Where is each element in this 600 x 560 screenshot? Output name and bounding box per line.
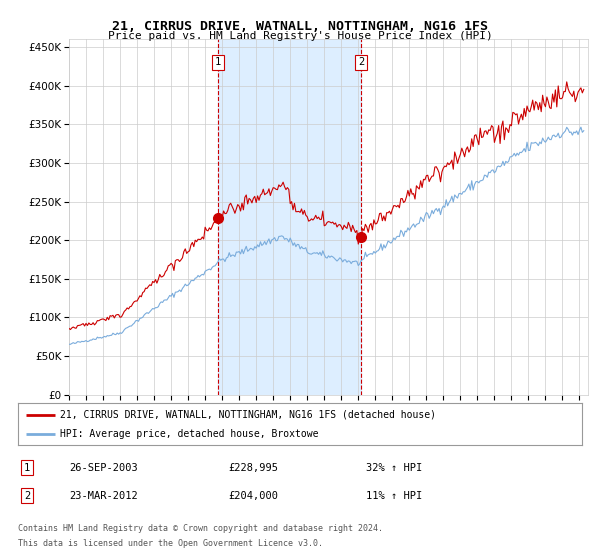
Text: 23-MAR-2012: 23-MAR-2012 <box>69 491 138 501</box>
Text: £204,000: £204,000 <box>228 491 278 501</box>
Text: 2: 2 <box>358 57 364 67</box>
Text: £228,995: £228,995 <box>228 463 278 473</box>
Bar <box>218 39 361 395</box>
Text: 21, CIRRUS DRIVE, WATNALL, NOTTINGHAM, NG16 1FS: 21, CIRRUS DRIVE, WATNALL, NOTTINGHAM, N… <box>112 20 488 32</box>
Text: 21, CIRRUS DRIVE, WATNALL, NOTTINGHAM, NG16 1FS (detached house): 21, CIRRUS DRIVE, WATNALL, NOTTINGHAM, N… <box>60 409 436 419</box>
Text: 1: 1 <box>215 57 221 67</box>
Text: 32% ↑ HPI: 32% ↑ HPI <box>366 463 422 473</box>
Text: This data is licensed under the Open Government Licence v3.0.: This data is licensed under the Open Gov… <box>18 539 323 548</box>
Text: 1: 1 <box>24 463 30 473</box>
Text: Contains HM Land Registry data © Crown copyright and database right 2024.: Contains HM Land Registry data © Crown c… <box>18 524 383 533</box>
Text: 11% ↑ HPI: 11% ↑ HPI <box>366 491 422 501</box>
Text: HPI: Average price, detached house, Broxtowe: HPI: Average price, detached house, Brox… <box>60 429 319 439</box>
Text: 2: 2 <box>24 491 30 501</box>
Text: 26-SEP-2003: 26-SEP-2003 <box>69 463 138 473</box>
Text: Price paid vs. HM Land Registry's House Price Index (HPI): Price paid vs. HM Land Registry's House … <box>107 31 493 41</box>
